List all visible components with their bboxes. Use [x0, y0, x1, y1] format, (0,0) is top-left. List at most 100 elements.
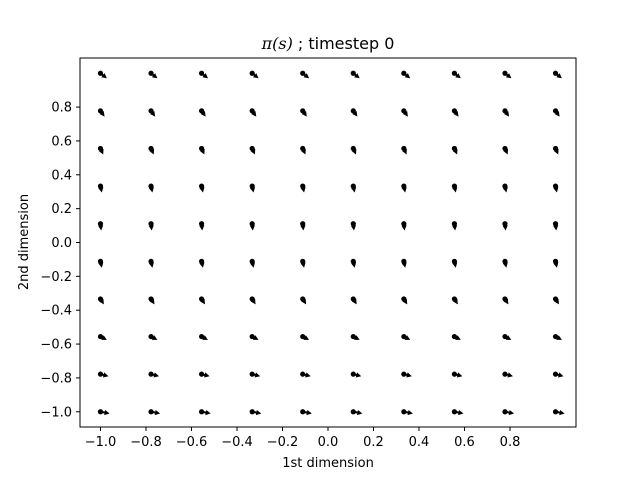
arrow-head — [101, 335, 107, 340]
vector-arrow — [451, 145, 458, 155]
vector-arrow — [97, 183, 104, 193]
arrow-head — [455, 73, 461, 79]
vector-arrow — [97, 258, 104, 268]
vector-arrow — [502, 409, 515, 416]
vector-arrow — [249, 333, 259, 340]
vector-arrow — [350, 183, 357, 193]
vector-arrow — [97, 333, 107, 340]
arrow-head — [452, 298, 458, 305]
arrow-base-dot — [401, 221, 407, 227]
arrow-head — [149, 298, 155, 305]
vector-arrow — [97, 296, 104, 305]
arrow-head — [148, 187, 154, 193]
vector-arrow — [198, 70, 208, 79]
arrow-head — [303, 335, 310, 340]
x-tick-label: −0.2 — [267, 435, 299, 450]
arrow-head — [554, 111, 560, 117]
arrow-head — [250, 298, 256, 305]
y-axis: −1.0 −0.8 −0.6 −0.4 −0.2 0.0 0.2 0.4 0.6 0.8 — [40, 101, 80, 420]
arrow-head — [401, 225, 407, 231]
arrow-head — [305, 372, 311, 378]
arrow-head — [452, 148, 458, 155]
vector-arrow — [198, 108, 206, 117]
x-tick-label: 0.4 — [409, 435, 430, 450]
y-tick-label: −0.6 — [40, 338, 72, 353]
y-tick-label: 0.2 — [51, 202, 72, 217]
vector-arrow — [451, 371, 463, 378]
arrow-head — [199, 225, 205, 231]
arrow-head — [508, 409, 515, 416]
arrow-base-dot — [148, 221, 154, 227]
arrow-head — [253, 73, 259, 79]
arrow-head — [204, 372, 210, 378]
vector-arrow — [451, 70, 461, 79]
arrow-head — [199, 148, 205, 155]
vector-arrow — [198, 221, 205, 231]
arrow-base-dot — [300, 221, 306, 227]
y-tick-label: −0.8 — [40, 371, 72, 386]
arrow-head — [354, 73, 360, 79]
vector-arrow — [148, 296, 155, 305]
arrow-head — [402, 298, 408, 305]
arrow-head — [352, 111, 358, 117]
arrow-head — [303, 73, 310, 79]
y-tick-label: −1.0 — [40, 405, 72, 420]
arrow-head — [458, 409, 464, 416]
arrow-head — [104, 409, 110, 416]
vector-arrow — [300, 221, 306, 231]
y-tick-label: 0.0 — [51, 236, 72, 251]
vector-arrow — [401, 258, 407, 268]
vector-arrow — [148, 108, 156, 117]
arrow-head — [252, 335, 259, 340]
vector-arrow — [148, 371, 159, 378]
arrow-base-dot — [502, 221, 508, 227]
y-tick-label: 0.4 — [51, 168, 72, 183]
vector-arrow — [502, 371, 513, 378]
arrow-head — [503, 148, 509, 155]
arrow-head — [249, 187, 256, 193]
vector-arrow — [552, 221, 559, 231]
vector-arrow — [350, 108, 358, 117]
vector-arrow — [249, 183, 256, 193]
arrow-head — [249, 225, 255, 231]
arrow-head — [554, 298, 559, 305]
vector-arrow — [148, 145, 155, 155]
arrow-head — [404, 335, 411, 340]
arrow-head — [456, 372, 463, 378]
vector-arrow — [451, 409, 464, 416]
vector-arrow — [451, 108, 459, 117]
vector-arrow — [97, 108, 105, 117]
arrow-head — [301, 148, 306, 155]
vector-arrow — [249, 409, 262, 416]
arrow-head — [202, 335, 208, 340]
arrow-head — [202, 73, 208, 79]
vector-arrow — [451, 183, 458, 193]
arrow-head — [351, 298, 357, 305]
vector-arrow — [552, 108, 560, 117]
vector-arrow — [350, 371, 362, 378]
vector-arrow — [552, 183, 559, 193]
arrow-head — [254, 372, 261, 378]
arrow-head — [556, 335, 562, 340]
arrow-head — [199, 187, 205, 193]
vector-arrow — [552, 258, 559, 268]
y-tick-label: 0.8 — [51, 101, 72, 116]
vector-arrow — [148, 70, 158, 79]
arrow-head — [350, 225, 357, 231]
arrow-head — [504, 111, 510, 117]
x-tick-label: −0.8 — [130, 435, 162, 450]
arrow-head — [351, 148, 357, 155]
vector-arrow — [249, 145, 256, 155]
vector-arrow — [350, 409, 363, 416]
arrow-base-dot — [350, 221, 356, 227]
vector-arrow — [401, 409, 413, 416]
arrow-head — [502, 225, 508, 231]
arrow-head — [559, 409, 565, 416]
arrow-head — [402, 148, 407, 155]
vector-arrow — [350, 70, 360, 79]
vector-arrow — [97, 409, 110, 416]
vector-arrow — [198, 183, 205, 193]
chart-title-text: ; timestep 0 — [293, 34, 395, 53]
arrow-head — [151, 335, 158, 340]
arrow-head — [249, 262, 256, 268]
